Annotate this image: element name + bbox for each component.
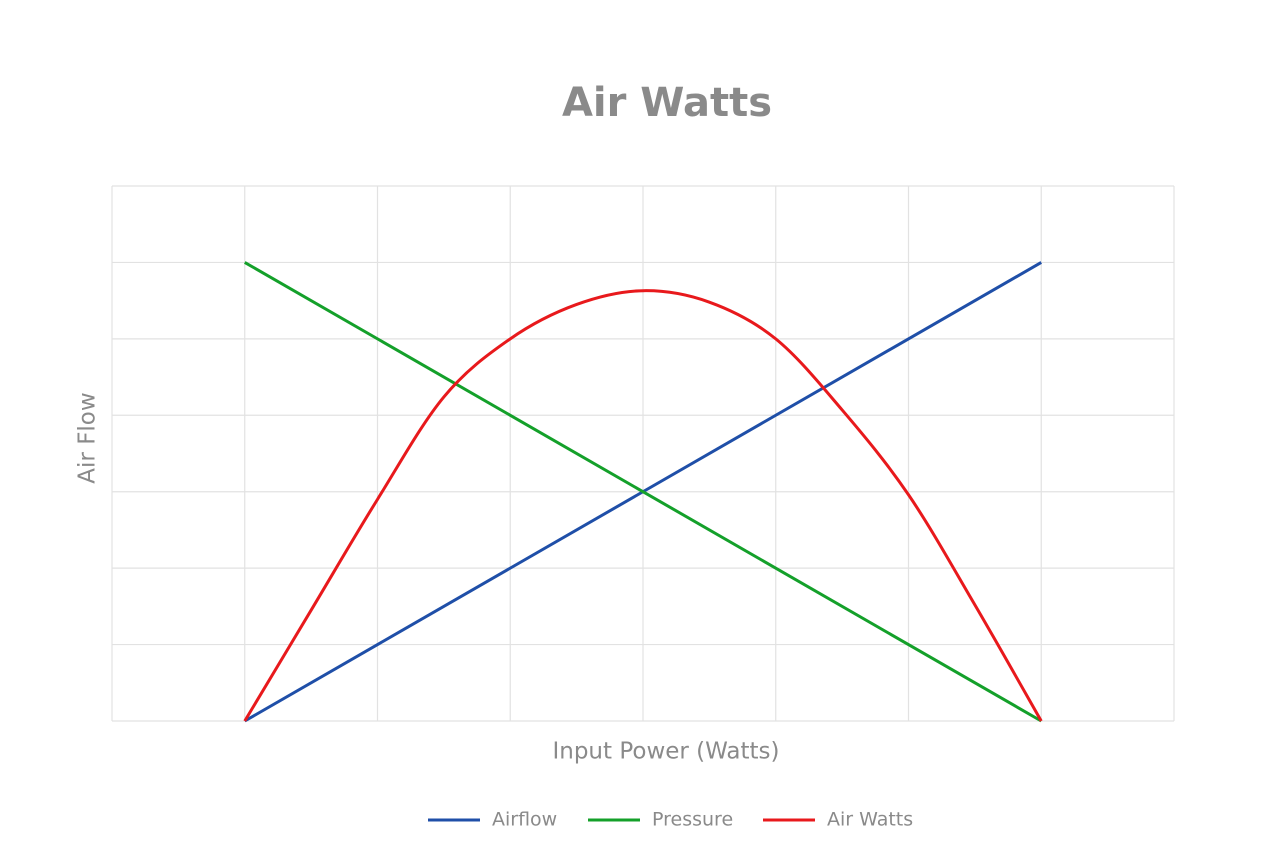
legend-label: Airflow <box>492 809 557 831</box>
legend-label: Air Watts <box>827 809 913 831</box>
x-axis-label: Input Power (Watts) <box>552 739 779 765</box>
y-axis-label: Air Flow <box>75 392 101 483</box>
legend-label: Pressure <box>652 809 733 831</box>
series-line <box>243 289 1043 722</box>
series-line <box>244 261 1042 723</box>
chart-title: Air Watts <box>562 80 772 126</box>
